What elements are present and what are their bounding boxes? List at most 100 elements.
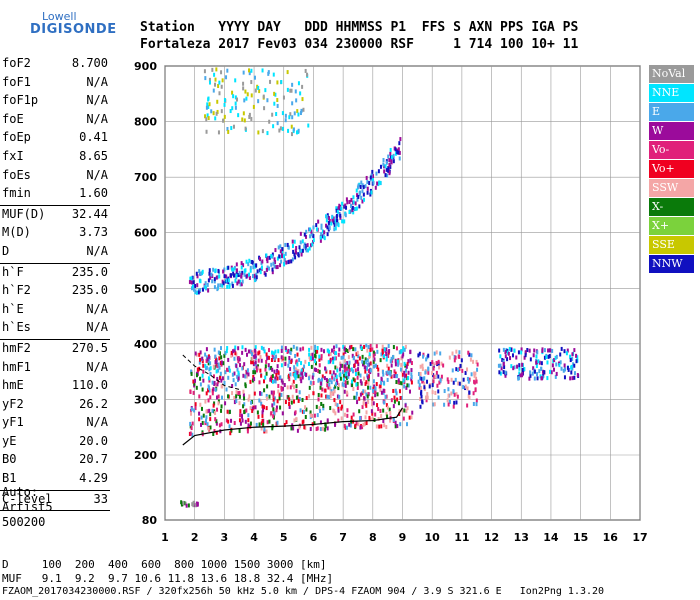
data-point [323, 236, 326, 241]
data-point [238, 390, 241, 395]
data-point [362, 422, 365, 427]
param-row: h`Es N/A [0, 320, 110, 339]
data-point [239, 421, 242, 426]
data-point [308, 355, 311, 360]
data-point [344, 213, 347, 218]
data-point [205, 415, 208, 420]
data-point [575, 359, 578, 364]
data-point [279, 249, 282, 254]
data-point [464, 370, 467, 375]
data-point [299, 240, 302, 245]
data-point [386, 405, 389, 410]
data-point [258, 380, 261, 385]
data-point [337, 206, 340, 211]
data-point [278, 254, 281, 259]
data-point [347, 355, 350, 360]
data-point [362, 389, 365, 394]
data-point [335, 208, 338, 213]
data-point [533, 376, 536, 381]
data-point [562, 368, 565, 373]
data-point [238, 418, 241, 423]
data-point [248, 71, 251, 76]
data-point [336, 209, 339, 214]
data-point [382, 372, 385, 377]
data-point [255, 263, 258, 268]
data-point [224, 351, 227, 356]
data-point [294, 370, 297, 375]
data-point [334, 384, 337, 389]
data-point [384, 173, 387, 178]
data-point [365, 366, 368, 371]
data-point [334, 226, 337, 231]
data-point [424, 395, 427, 400]
data-point [555, 362, 558, 367]
data-point [270, 254, 273, 259]
data-point [280, 253, 283, 258]
data-point [364, 401, 367, 406]
data-point [390, 356, 393, 361]
data-point [520, 350, 523, 355]
data-point [248, 272, 251, 277]
data-point [302, 346, 305, 351]
data-point [283, 254, 286, 259]
data-point [283, 422, 286, 427]
param-value: 270.5 [71, 340, 108, 355]
data-point [359, 392, 362, 397]
data-point [241, 279, 244, 284]
data-point [266, 259, 269, 264]
data-point [215, 359, 218, 364]
data-point [507, 351, 510, 356]
data-point [366, 348, 369, 353]
data-point [386, 168, 389, 173]
data-point [331, 218, 334, 223]
data-point [368, 354, 371, 359]
data-point [385, 354, 388, 359]
data-point [252, 104, 255, 109]
data-point [212, 387, 215, 392]
data-point [400, 349, 403, 354]
frequency-table: D 100 200 400 600 800 1000 1500 3000 [km… [2, 558, 333, 586]
data-point [394, 424, 397, 429]
data-point [367, 362, 370, 367]
data-point [317, 219, 320, 224]
data-point [376, 403, 379, 408]
data-point [200, 406, 203, 411]
data-point [373, 357, 376, 362]
data-point [348, 422, 351, 427]
data-point [216, 382, 219, 387]
data-point [369, 368, 372, 373]
data-point [377, 372, 380, 377]
data-point [356, 185, 359, 190]
data-point [434, 390, 437, 395]
data-point [279, 375, 282, 380]
data-point [316, 345, 319, 350]
data-point [499, 354, 502, 359]
data-point [198, 360, 201, 365]
param-name: foEs [2, 167, 31, 182]
data-point [387, 371, 390, 376]
data-point [246, 273, 249, 278]
data-point [256, 410, 259, 415]
data-point [348, 199, 351, 204]
data-point [290, 359, 293, 364]
data-point [296, 428, 299, 433]
data-point [533, 348, 536, 353]
data-point [368, 415, 371, 420]
data-point [403, 347, 406, 352]
data-point [343, 358, 346, 363]
data-point [551, 348, 554, 353]
data-point [335, 374, 338, 379]
data-point [516, 364, 519, 369]
data-point [345, 375, 348, 380]
data-point [468, 377, 471, 382]
data-point [292, 344, 295, 349]
data-point [234, 101, 237, 106]
data-point [204, 114, 207, 119]
data-point [325, 223, 328, 228]
data-point [466, 403, 469, 408]
data-point [386, 414, 389, 419]
data-point [363, 376, 366, 381]
distance-row: D 100 200 400 600 800 1000 1500 3000 [km… [2, 558, 327, 571]
data-point [396, 397, 399, 402]
data-point [390, 374, 393, 379]
